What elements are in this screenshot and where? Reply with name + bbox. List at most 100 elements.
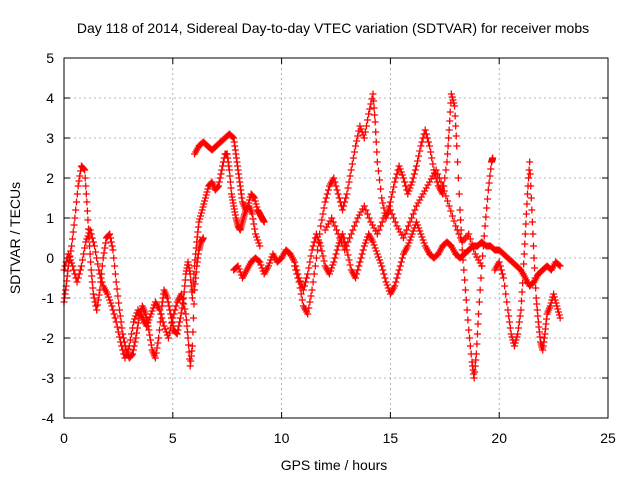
data-point-trace-d: [235, 265, 243, 273]
data-point-trace-g: [497, 266, 505, 274]
data-point-trace-e: [385, 202, 393, 210]
data-point-trace-e: [461, 276, 469, 284]
data-point-trace-a: [106, 230, 114, 238]
data-point-trace-b: [117, 338, 125, 346]
data-point-trace-d: [369, 238, 377, 246]
y-tick-label: 0: [46, 250, 54, 266]
y-tick-label: 5: [46, 50, 54, 66]
data-point-trace-e: [331, 178, 339, 186]
data-point-trace-g: [556, 314, 564, 322]
data-point-trace-e: [294, 274, 302, 282]
data-point-trace-d: [305, 264, 313, 272]
data-point-trace-a: [200, 200, 208, 208]
data-point-trace-a: [196, 215, 204, 223]
data-point-trace-e: [330, 174, 338, 182]
data-point-trace-b: [110, 310, 118, 318]
data-point-trace-f: [406, 218, 414, 226]
data-point-trace-d: [370, 241, 378, 249]
data-point-trace-e: [392, 174, 400, 182]
x-tick-label: 20: [491, 430, 507, 446]
data-point-trace-a: [250, 194, 258, 202]
data-point-trace-a: [93, 301, 101, 309]
data-point-trace-b: [129, 324, 137, 332]
data-point-trace-a: [107, 234, 115, 242]
data-point-trace-e: [340, 202, 348, 210]
data-point-trace-d: [381, 274, 389, 282]
data-point-trace-b: [114, 328, 122, 336]
data-point-trace-e: [333, 186, 341, 194]
data-point-trace-e: [346, 172, 354, 180]
data-point-trace-e: [345, 178, 353, 186]
data-point-trace-a: [70, 221, 78, 229]
data-point-trace-d: [346, 261, 354, 269]
data-point-trace-f: [337, 238, 345, 246]
data-point-trace-b: [123, 348, 131, 356]
data-point-trace-g: [519, 279, 527, 287]
x-tick-label: 5: [169, 430, 177, 446]
data-point-trace-a: [253, 203, 261, 211]
data-point-trace-c: [251, 230, 259, 238]
data-point-trace-f: [352, 218, 360, 226]
data-point-trace-g: [500, 274, 508, 282]
data-point-trace-e: [401, 178, 409, 186]
data-point-trace-a: [217, 170, 225, 178]
data-point-trace-b: [181, 305, 189, 313]
data-point-trace-e: [423, 134, 431, 142]
data-point-trace-a: [175, 322, 183, 330]
data-point-trace-e: [387, 193, 395, 201]
data-point-trace-a: [151, 354, 159, 362]
data-point-trace-f: [375, 226, 383, 234]
data-point-trace-g: [551, 296, 559, 304]
data-point-trace-d: [304, 270, 312, 278]
data-point-trace-e: [484, 186, 492, 194]
data-point-trace-e: [406, 184, 414, 192]
data-point-trace-e: [366, 105, 374, 113]
data-point-trace-d: [406, 236, 414, 244]
data-point-trace-g: [531, 274, 539, 282]
data-point-trace-f: [357, 208, 365, 216]
data-point-trace-a: [86, 250, 94, 258]
data-point-trace-d: [318, 247, 326, 255]
data-point-trace-a: [187, 282, 195, 290]
data-point-trace-g: [521, 240, 529, 248]
data-point-trace-e: [335, 194, 343, 202]
data-point-trace-e: [391, 178, 399, 186]
data-point-trace-e: [411, 166, 419, 174]
data-point-trace-e: [483, 204, 491, 212]
x-tick-label: 10: [274, 430, 290, 446]
data-point-trace-a: [92, 302, 100, 310]
data-point-trace-d: [378, 262, 386, 270]
data-point-trace-e: [390, 183, 398, 191]
data-point-trace-e: [429, 160, 437, 168]
data-point-trace-a: [82, 190, 90, 198]
data-point-trace-e: [477, 274, 485, 282]
data-point-trace-b: [191, 280, 199, 288]
data-point-trace-d: [255, 257, 263, 265]
data-point-trace-b: [109, 306, 117, 314]
data-point-trace-e: [450, 99, 458, 107]
data-point-trace-a: [197, 209, 205, 217]
marker-layer: [60, 90, 564, 382]
data-point-trace-e: [454, 174, 462, 182]
data-point-trace-f: [334, 230, 342, 238]
data-point-trace-b: [96, 270, 104, 278]
data-point-trace-d: [329, 261, 337, 269]
data-point-trace-e: [453, 142, 461, 150]
data-point-trace-c: [249, 215, 257, 223]
data-point-trace-a: [203, 188, 211, 196]
data-point-trace-e: [479, 252, 487, 260]
data-point-trace-g: [496, 262, 504, 270]
data-point-trace-a: [132, 334, 140, 342]
data-point-trace-d: [360, 242, 368, 250]
data-point-trace-e: [396, 165, 404, 173]
data-point-trace-f: [455, 230, 463, 238]
data-point-trace-g: [525, 174, 533, 182]
data-point-trace-f: [450, 217, 458, 225]
data-point-trace-e: [399, 174, 407, 182]
data-point-trace-b: [159, 318, 167, 326]
data-point-trace-b: [189, 328, 197, 336]
data-point-trace-f: [416, 196, 424, 204]
data-point-trace-e: [448, 93, 456, 101]
data-point-trace-e: [452, 132, 460, 140]
